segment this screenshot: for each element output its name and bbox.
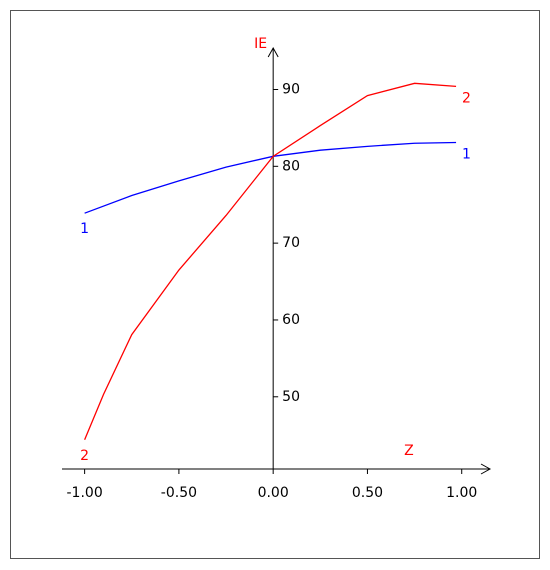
series-line bbox=[84, 82, 457, 441]
x-tick-label: 1.00 bbox=[446, 485, 477, 501]
y-tick-label: 70 bbox=[282, 235, 300, 251]
x-tick-label: -1.00 bbox=[67, 485, 103, 501]
y-tick-label: 50 bbox=[282, 389, 300, 405]
series-end-label: 2 bbox=[462, 90, 471, 106]
frame bbox=[10, 10, 540, 559]
x-tick-label: -0.50 bbox=[161, 485, 197, 501]
x-axis-arrow bbox=[480, 463, 492, 475]
y-tick-label: 80 bbox=[282, 158, 300, 174]
y-tick-label: 90 bbox=[282, 81, 300, 97]
series-end-label: 2 bbox=[80, 448, 89, 464]
series-end-label: 1 bbox=[80, 221, 89, 237]
x-tick-label: 0.00 bbox=[258, 485, 289, 501]
y-tick-label: 60 bbox=[282, 312, 300, 328]
x-axis-label: Z bbox=[404, 443, 414, 459]
series-end-label: 1 bbox=[462, 146, 471, 162]
x-tick-label: 0.50 bbox=[352, 485, 383, 501]
y-axis-arrow bbox=[267, 46, 279, 58]
y-axis-label: IE bbox=[254, 36, 267, 52]
